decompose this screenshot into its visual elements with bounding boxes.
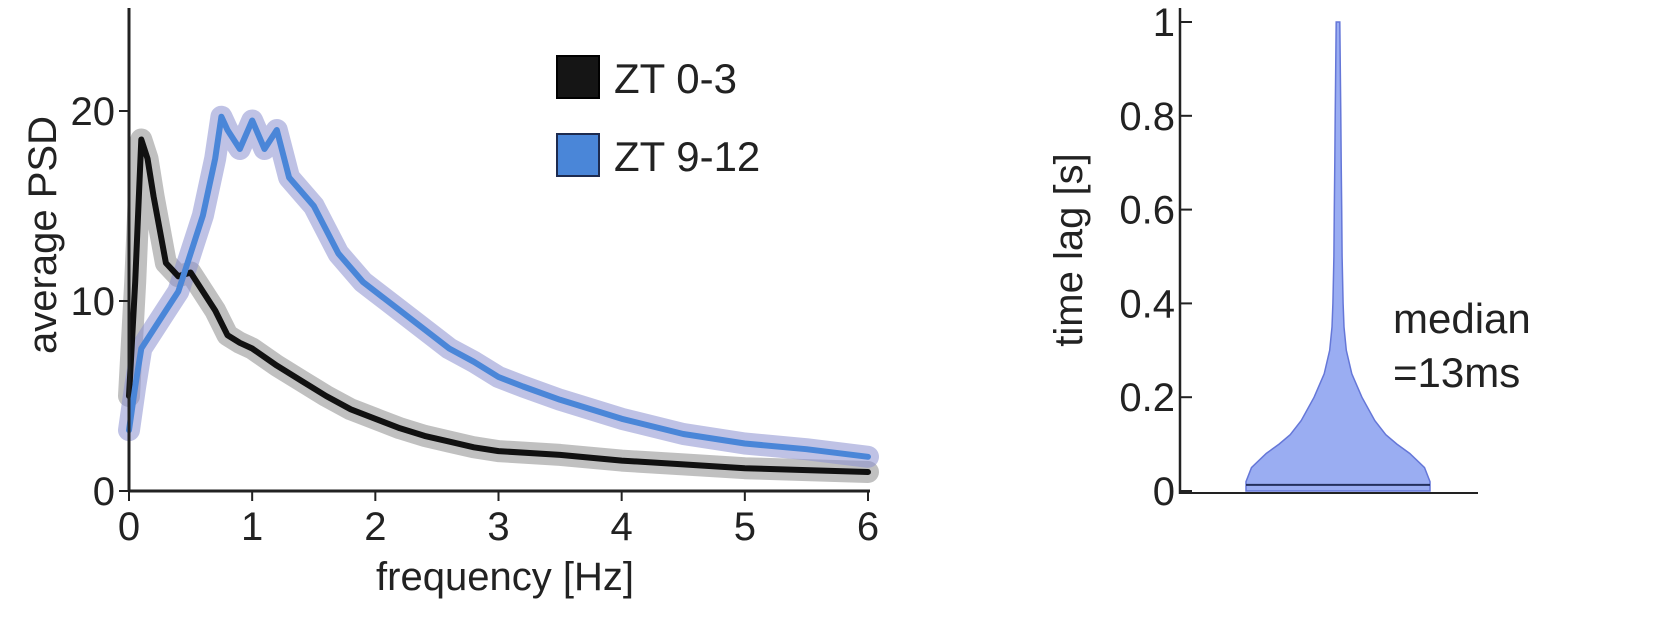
median-annotation-label: median [1393, 295, 1531, 342]
violin-y-tick-label: 1 [1153, 1, 1175, 45]
x-tick-label: 1 [241, 505, 263, 549]
violin-y-tick-label: 0 [1153, 470, 1175, 514]
psd-y-axis-title: average PSD [21, 116, 65, 354]
y-tick-label: 0 [93, 470, 115, 514]
y-tick-label: 20 [71, 90, 116, 134]
series-line-zt-9-12 [126, 113, 871, 460]
psd-x-ticks: 0 1 2 3 4 5 6 [118, 491, 879, 549]
psd-y-ticks: 0 10 20 [71, 90, 129, 514]
violin-y-tick-label: 0.4 [1119, 282, 1175, 326]
x-tick-label: 5 [734, 505, 756, 549]
violin-y-ticks: 0 0.2 0.4 0.6 0.8 1 [1119, 1, 1192, 514]
x-tick-label: 0 [118, 505, 140, 549]
violin-chart: 0 0.2 0.4 0.6 0.8 1 time lag [s] median =13ms [1047, 1, 1531, 514]
series-band-zt-0-3 [118, 128, 879, 483]
violin-y-axis-title: time lag [s] [1047, 153, 1091, 346]
legend-label-zt-9-12: ZT 9-12 [614, 133, 760, 180]
legend-label-zt-0-3: ZT 0-3 [614, 55, 737, 102]
legend-swatch-zt-0-3 [556, 55, 600, 99]
y-tick-label: 10 [71, 280, 116, 324]
legend-swatch-zt-9-12 [556, 133, 600, 177]
psd-lines [126, 113, 871, 475]
x-tick-label: 3 [487, 505, 509, 549]
violin-y-tick-label: 0.8 [1119, 95, 1175, 139]
violin-body [1245, 21, 1431, 492]
psd-legend: ZT 0-3 ZT 9-12 [556, 55, 760, 180]
x-tick-label: 2 [364, 505, 386, 549]
psd-chart: 0 1 2 3 4 5 6 0 10 20 frequency [Hz] average PSD… [21, 8, 879, 599]
series-line-zt-0-3 [126, 136, 871, 475]
x-tick-label: 6 [857, 505, 879, 549]
violin-y-tick-label: 0.2 [1119, 376, 1175, 420]
median-annotation-value: =13ms [1393, 349, 1520, 396]
psd-x-axis-title: frequency [Hz] [376, 555, 634, 599]
violin-y-tick-label: 0.6 [1119, 189, 1175, 233]
x-tick-label: 4 [611, 505, 633, 549]
